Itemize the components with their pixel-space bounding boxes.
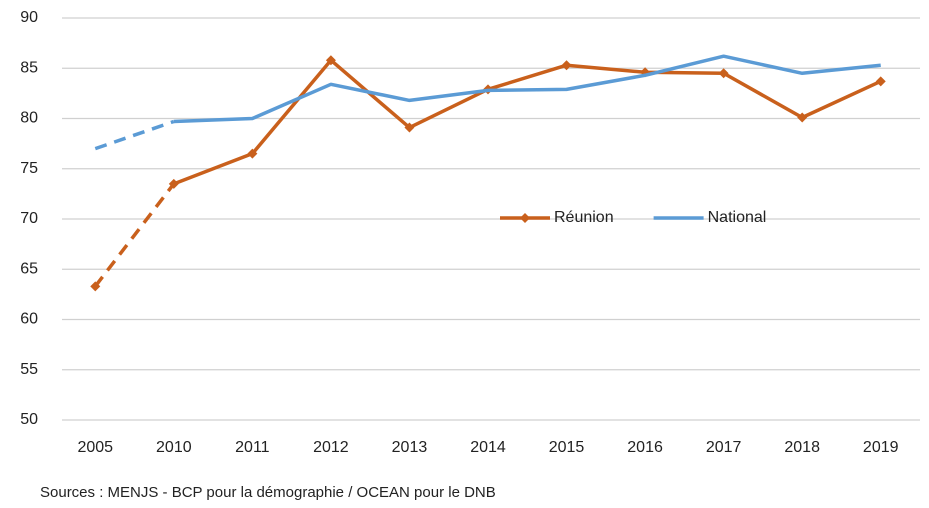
y-tick-label: 50 bbox=[20, 411, 38, 428]
point-marker bbox=[875, 76, 886, 87]
point-marker bbox=[404, 122, 415, 133]
point-marker bbox=[718, 68, 729, 79]
x-tick-label: 2018 bbox=[784, 439, 820, 456]
x-tick-label: 2016 bbox=[627, 439, 663, 456]
y-tick-label: 70 bbox=[20, 210, 38, 227]
series-line bbox=[173, 58, 882, 186]
point-marker bbox=[797, 112, 808, 123]
y-tick-label: 60 bbox=[20, 311, 38, 328]
y-tick-label: 90 bbox=[20, 9, 38, 26]
source-note: Sources : MENJS - BCP pour la démographi… bbox=[40, 484, 496, 501]
series-line bbox=[93, 182, 176, 288]
x-tick-label: 2013 bbox=[392, 439, 428, 456]
x-tick-label: 2010 bbox=[156, 439, 192, 456]
series-line bbox=[94, 119, 175, 151]
legend-label: Réunion bbox=[554, 209, 614, 226]
y-tick-label: 85 bbox=[20, 59, 38, 76]
x-tick-label: 2019 bbox=[863, 439, 899, 456]
x-tick-label: 2014 bbox=[470, 439, 506, 456]
series-line bbox=[173, 54, 881, 124]
point-marker bbox=[168, 178, 179, 189]
y-tick-label: 75 bbox=[20, 160, 38, 177]
point-marker bbox=[247, 148, 258, 159]
y-tick-label: 55 bbox=[20, 361, 38, 378]
point-marker bbox=[325, 55, 336, 66]
x-tick-label: 2005 bbox=[77, 439, 113, 456]
y-tick-label: 65 bbox=[20, 260, 38, 277]
legend-label: National bbox=[708, 209, 767, 226]
x-tick-label: 2012 bbox=[313, 439, 349, 456]
y-tick-label: 80 bbox=[20, 110, 38, 127]
legend-marker bbox=[520, 213, 530, 223]
point-marker bbox=[561, 60, 572, 71]
x-tick-label: 2011 bbox=[235, 439, 270, 456]
x-tick-label: 2017 bbox=[706, 439, 742, 456]
x-tick-label: 2015 bbox=[549, 439, 585, 456]
point-marker bbox=[90, 281, 101, 292]
